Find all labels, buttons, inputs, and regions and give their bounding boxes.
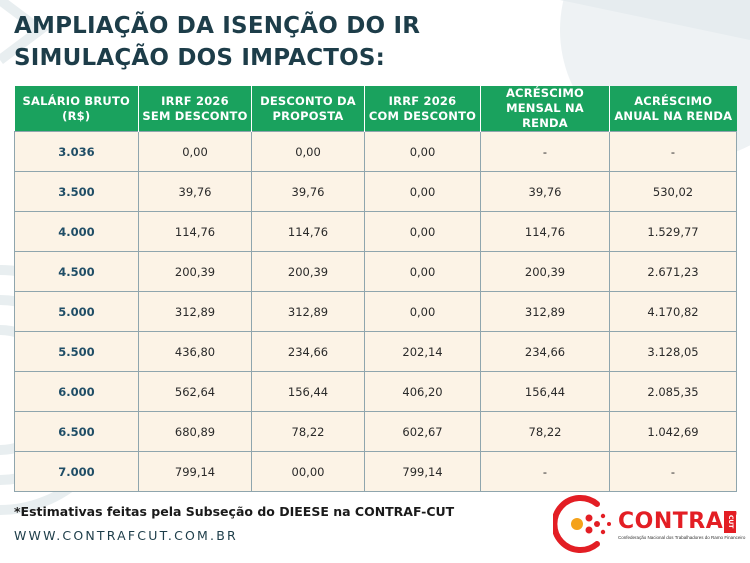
title-line-1: AMPLIAÇÃO DA ISENÇÃO DO IR [14, 13, 421, 39]
website-link[interactable]: WWW.CONTRAFCUT.COM.BR [14, 528, 238, 543]
table-cell: 78,22 [480, 411, 610, 452]
salary-cell: 6.000 [14, 371, 139, 412]
impact-table-container: SALÁRIO BRUTO (R$) IRRF 2026 SEM DESCONTO … [14, 86, 737, 492]
header-salario-bruto: SALÁRIO BRUTO (R$) [14, 86, 139, 132]
contraf-logo: CONTRAF CUT Confederação Nacional dos Tr… [553, 494, 746, 554]
table-cell: 156,44 [251, 371, 365, 412]
table-cell: 39,76 [251, 171, 365, 212]
table-row: 7.000 799,14 00,00 799,14 - - [14, 451, 737, 492]
impact-table: SALÁRIO BRUTO (R$) IRRF 2026 SEM DESCONTO … [14, 86, 737, 492]
background-shape [560, 0, 750, 40]
header-desconto-proposta: DESCONTO DA PROPOSTA [251, 86, 365, 132]
table-cell: - [609, 451, 737, 492]
table-cell: 312,89 [138, 291, 252, 332]
table-cell: 0,00 [364, 211, 481, 252]
table-header-row: SALÁRIO BRUTO (R$) IRRF 2026 SEM DESCONTO … [14, 86, 737, 132]
table-row: 5.500 436,80 234,66 202,14 234,66 3.128,… [14, 331, 737, 372]
logo-tagline: Confederação Nacional dos Trabalhadores … [618, 535, 746, 540]
table-row: 4.000 114,76 114,76 0,00 114,76 1.529,77 [14, 211, 737, 252]
table-cell: 202,14 [364, 331, 481, 372]
table-cell: 312,89 [480, 291, 610, 332]
salary-cell: 5.500 [14, 331, 139, 372]
table-row: 6.500 680,89 78,22 602,67 78,22 1.042,69 [14, 411, 737, 452]
table-cell: - [609, 131, 737, 172]
table-row: 6.000 562,64 156,44 406,20 156,44 2.085,… [14, 371, 737, 412]
salary-cell: 5.000 [14, 291, 139, 332]
table-cell: 0,00 [364, 131, 481, 172]
header-irrf-com-desconto: IRRF 2026 COM DESCONTO [364, 86, 481, 132]
table-cell: 234,66 [251, 331, 365, 372]
table-row: 4.500 200,39 200,39 0,00 200,39 2.671,23 [14, 251, 737, 292]
table-cell: 4.170,82 [609, 291, 737, 332]
table-row: 3.036 0,00 0,00 0,00 - - [14, 131, 737, 172]
logo-cut-badge: CUT [724, 511, 736, 533]
table-cell: 234,66 [480, 331, 610, 372]
table-cell: 0,00 [251, 131, 365, 172]
table-cell: 602,67 [364, 411, 481, 452]
table-cell: 114,76 [138, 211, 252, 252]
table-cell: 799,14 [364, 451, 481, 492]
table-cell: 39,76 [138, 171, 252, 212]
contraf-logo-mark-icon [553, 495, 611, 553]
table-cell: 39,76 [480, 171, 610, 212]
table-cell: 0,00 [364, 251, 481, 292]
table-row: 5.000 312,89 312,89 0,00 312,89 4.170,82 [14, 291, 737, 332]
table-cell: 0,00 [364, 291, 481, 332]
table-cell: 530,02 [609, 171, 737, 212]
title-line-2: SIMULAÇÃO DOS IMPACTOS: [14, 45, 386, 71]
table-cell: 0,00 [364, 171, 481, 212]
header-irrf-sem-desconto: IRRF 2026 SEM DESCONTO [138, 86, 252, 132]
table-cell: 0,00 [138, 131, 252, 172]
table-cell: 2.085,35 [609, 371, 737, 412]
table-cell: 200,39 [480, 251, 610, 292]
salary-cell: 4.500 [14, 251, 139, 292]
header-acrescimo-mensal: ACRÉSCIMO MENSAL NA RENDA [480, 86, 610, 132]
header-acrescimo-anual: ACRÉSCIMO ANUAL NA RENDA [609, 86, 737, 132]
table-cell: 1.529,77 [609, 211, 737, 252]
table-cell: 436,80 [138, 331, 252, 372]
salary-cell: 3.036 [14, 131, 139, 172]
table-cell: 200,39 [138, 251, 252, 292]
table-cell: 00,00 [251, 451, 365, 492]
table-cell: 156,44 [480, 371, 610, 412]
table-cell: 2.671,23 [609, 251, 737, 292]
page-title: AMPLIAÇÃO DA ISENÇÃO DO IR SIMULAÇÃO DOS… [14, 10, 420, 74]
salary-cell: 7.000 [14, 451, 139, 492]
table-cell: 1.042,69 [609, 411, 737, 452]
table-cell: - [480, 451, 610, 492]
footnote: *Estimativas feitas pela Subseção do DIE… [14, 504, 455, 519]
table-row: 3.500 39,76 39,76 0,00 39,76 530,02 [14, 171, 737, 212]
salary-cell: 3.500 [14, 171, 139, 212]
table-cell: 406,20 [364, 371, 481, 412]
logo-wordmark: CONTRAF [618, 509, 739, 534]
table-cell: 114,76 [480, 211, 610, 252]
table-cell: 680,89 [138, 411, 252, 452]
table-cell: 78,22 [251, 411, 365, 452]
salary-cell: 6.500 [14, 411, 139, 452]
table-cell: 562,64 [138, 371, 252, 412]
table-cell: 114,76 [251, 211, 365, 252]
salary-cell: 4.000 [14, 211, 139, 252]
table-cell: 312,89 [251, 291, 365, 332]
table-cell: 200,39 [251, 251, 365, 292]
table-cell: 799,14 [138, 451, 252, 492]
table-cell: - [480, 131, 610, 172]
table-cell: 3.128,05 [609, 331, 737, 372]
